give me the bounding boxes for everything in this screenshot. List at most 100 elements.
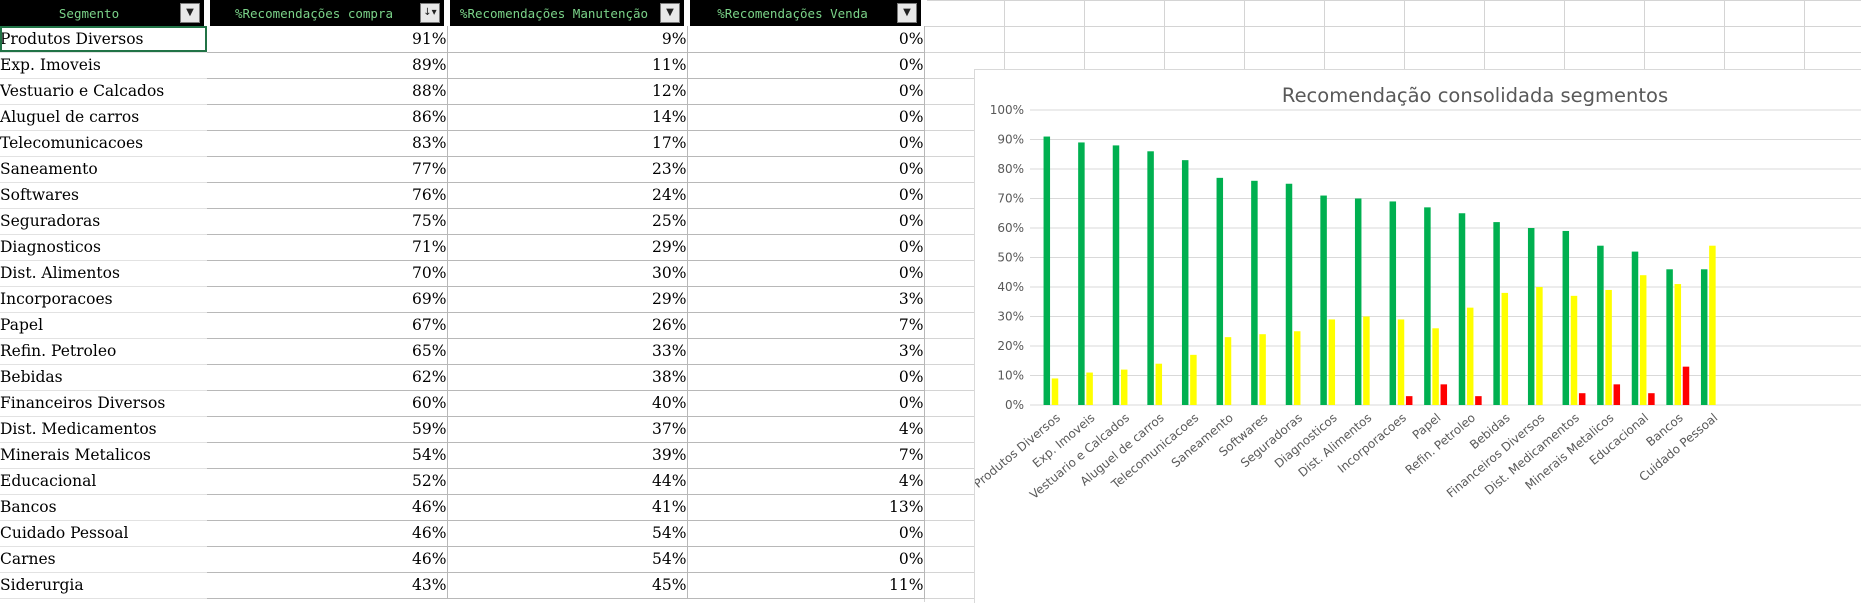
cell-venda[interactable]: 0% xyxy=(687,156,925,183)
cell-manutencao[interactable]: 33% xyxy=(447,338,688,365)
cell-compra[interactable]: 43% xyxy=(207,572,448,599)
cell-compra[interactable]: 67% xyxy=(207,312,448,339)
bar xyxy=(1597,245,1604,405)
cell-segmento[interactable]: Siderurgia xyxy=(0,572,207,599)
cell-venda[interactable]: 0% xyxy=(687,26,925,53)
cell-segmento[interactable]: Aluguel de carros xyxy=(0,104,207,131)
cell-compra[interactable]: 88% xyxy=(207,78,448,105)
cell-segmento[interactable]: Educacional xyxy=(0,468,207,495)
cell-segmento[interactable]: Incorporacoes xyxy=(0,286,207,313)
cell-compra[interactable]: 52% xyxy=(207,468,448,495)
cell-segmento[interactable]: Refin. Petroleo xyxy=(0,338,207,365)
cell-venda[interactable]: 0% xyxy=(687,260,925,287)
cell-manutencao[interactable]: 39% xyxy=(447,442,688,469)
cell-manutencao[interactable]: 38% xyxy=(447,364,688,391)
bar xyxy=(1613,384,1621,405)
cell-venda[interactable]: 11% xyxy=(687,572,925,599)
cell-manutencao[interactable]: 37% xyxy=(447,416,688,443)
cell-manutencao[interactable]: 30% xyxy=(447,260,688,287)
cell-segmento[interactable]: Telecomunicacoes xyxy=(0,130,207,157)
cell-compra[interactable]: 46% xyxy=(207,546,448,573)
bar xyxy=(1666,269,1673,405)
cell-venda[interactable]: 3% xyxy=(687,338,925,365)
cell-compra[interactable]: 62% xyxy=(207,364,448,391)
cell-segmento[interactable]: Minerais Metalicos xyxy=(0,442,207,469)
cell-manutencao[interactable]: 11% xyxy=(447,52,688,79)
cell-manutencao[interactable]: 12% xyxy=(447,78,688,105)
cell-segmento[interactable]: Vestuario e Calcados xyxy=(0,78,207,105)
cell-venda[interactable]: 0% xyxy=(687,182,925,209)
sort-descending-icon[interactable]: ↓▾ xyxy=(420,3,440,23)
cell-segmento[interactable]: Bebidas xyxy=(0,364,207,391)
cell-compra[interactable]: 60% xyxy=(207,390,448,417)
cell-compra[interactable]: 46% xyxy=(207,494,448,521)
cell-compra[interactable]: 83% xyxy=(207,130,448,157)
cell-segmento[interactable]: Dist. Medicamentos xyxy=(0,416,207,443)
cell-manutencao[interactable]: 54% xyxy=(447,546,688,573)
cell-compra[interactable]: 89% xyxy=(207,52,448,79)
cell-manutencao[interactable]: 17% xyxy=(447,130,688,157)
cell-venda[interactable]: 3% xyxy=(687,286,925,313)
cell-manutencao[interactable]: 29% xyxy=(447,286,688,313)
cell-venda[interactable]: 0% xyxy=(687,130,925,157)
cell-compra[interactable]: 65% xyxy=(207,338,448,365)
cell-segmento[interactable]: Papel xyxy=(0,312,207,339)
cell-venda[interactable]: 7% xyxy=(687,442,925,469)
filter-dropdown-icon[interactable]: ▼ xyxy=(897,3,917,23)
cell-segmento[interactable]: Cuidado Pessoal xyxy=(0,520,207,547)
cell-compra[interactable]: 46% xyxy=(207,520,448,547)
cell-manutencao[interactable]: 26% xyxy=(447,312,688,339)
cell-venda[interactable]: 4% xyxy=(687,416,925,443)
bar xyxy=(1112,145,1120,405)
cell-compra[interactable]: 75% xyxy=(207,208,448,235)
cell-segmento[interactable]: Seguradoras xyxy=(0,208,207,235)
cell-segmento[interactable]: Bancos xyxy=(0,494,207,521)
cell-venda[interactable]: 0% xyxy=(687,52,925,79)
cell-segmento[interactable]: Produtos Diversos xyxy=(0,26,207,53)
cell-manutencao[interactable]: 41% xyxy=(447,494,688,521)
cell-manutencao[interactable]: 24% xyxy=(447,182,688,209)
cell-segmento[interactable]: Financeiros Diversos xyxy=(0,390,207,417)
cell-manutencao[interactable]: 45% xyxy=(447,572,688,599)
cell-segmento[interactable]: Diagnosticos xyxy=(0,234,207,261)
table-row: Papel 67% 26% 7% xyxy=(0,312,925,339)
cell-compra[interactable]: 77% xyxy=(207,156,448,183)
cell-compra[interactable]: 69% xyxy=(207,286,448,313)
bar xyxy=(1216,177,1224,405)
cell-manutencao[interactable]: 9% xyxy=(447,26,688,53)
cell-compra[interactable]: 59% xyxy=(207,416,448,443)
cell-venda[interactable]: 0% xyxy=(687,364,925,391)
cell-venda[interactable]: 0% xyxy=(687,546,925,573)
cell-manutencao[interactable]: 23% xyxy=(447,156,688,183)
cell-venda[interactable]: 0% xyxy=(687,520,925,547)
cell-segmento[interactable]: Exp. Imoveis xyxy=(0,52,207,79)
chart-area[interactable]: Recomendação consolidada segmentos 0% 10%… xyxy=(974,69,1861,603)
cell-segmento[interactable]: Softwares xyxy=(0,182,207,209)
cell-segmento[interactable]: Carnes xyxy=(0,546,207,573)
filter-dropdown-icon[interactable]: ▼ xyxy=(180,3,200,23)
cell-manutencao[interactable]: 44% xyxy=(447,468,688,495)
cell-compra[interactable]: 54% xyxy=(207,442,448,469)
cell-compra[interactable]: 76% xyxy=(207,182,448,209)
cell-venda[interactable]: 0% xyxy=(687,390,925,417)
cell-venda[interactable]: 7% xyxy=(687,312,925,339)
cell-venda[interactable]: 0% xyxy=(687,234,925,261)
filter-dropdown-icon[interactable]: ▼ xyxy=(660,3,680,23)
cell-compra[interactable]: 91% xyxy=(207,26,448,53)
cell-manutencao[interactable]: 14% xyxy=(447,104,688,131)
cell-manutencao[interactable]: 40% xyxy=(447,390,688,417)
cell-manutencao[interactable]: 54% xyxy=(447,520,688,547)
cell-manutencao[interactable]: 29% xyxy=(447,234,688,261)
cell-manutencao[interactable]: 25% xyxy=(447,208,688,235)
cell-compra[interactable]: 70% xyxy=(207,260,448,287)
cell-venda[interactable]: 0% xyxy=(687,208,925,235)
cell-venda[interactable]: 0% xyxy=(687,104,925,131)
cell-compra[interactable]: 86% xyxy=(207,104,448,131)
cell-venda[interactable]: 0% xyxy=(687,78,925,105)
cell-venda[interactable]: 13% xyxy=(687,494,925,521)
cell-venda[interactable]: 4% xyxy=(687,468,925,495)
cell-compra[interactable]: 71% xyxy=(207,234,448,261)
cell-segmento[interactable]: Dist. Alimentos xyxy=(0,260,207,287)
cell-segmento[interactable]: Saneamento xyxy=(0,156,207,183)
y-tick-label: 40% xyxy=(997,280,1024,294)
